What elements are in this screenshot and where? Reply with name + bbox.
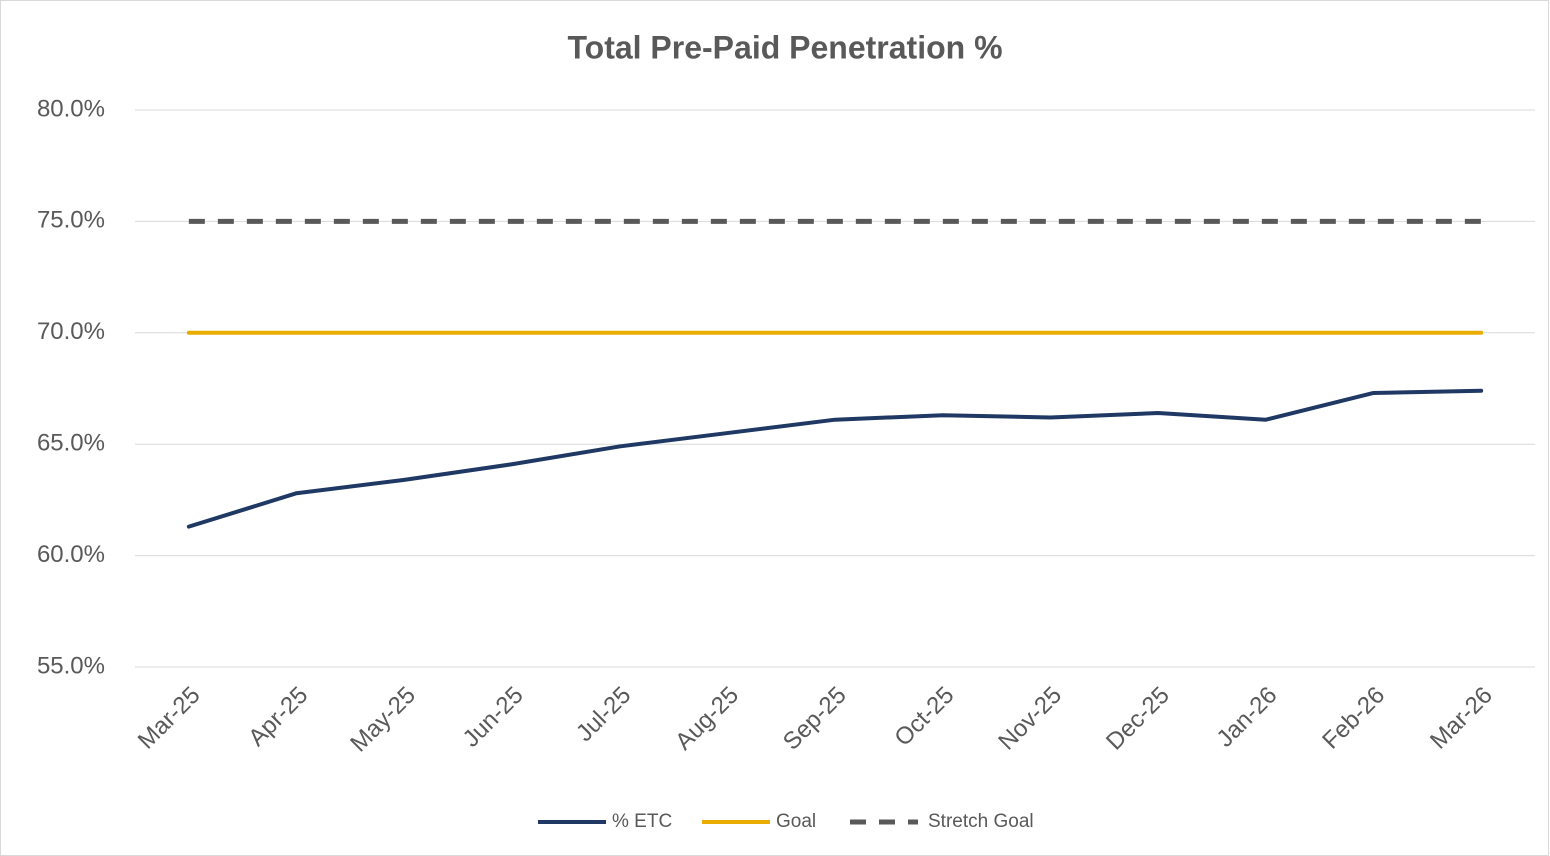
legend-label: % ETC — [612, 811, 672, 832]
y-tick-label: 75.0% — [37, 207, 105, 234]
y-tick-label: 80.0% — [37, 95, 105, 122]
legend-label: Stretch Goal — [928, 811, 1034, 832]
series-line — [186, 388, 1484, 529]
y-tick-label: 60.0% — [37, 541, 105, 568]
legend-label: Goal — [776, 811, 816, 832]
y-tick-label: 65.0% — [37, 430, 105, 457]
y-tick-label: 55.0% — [37, 652, 105, 679]
y-tick-label: 70.0% — [37, 318, 105, 345]
chart-title: Total Pre-Paid Penetration % — [567, 29, 1002, 65]
